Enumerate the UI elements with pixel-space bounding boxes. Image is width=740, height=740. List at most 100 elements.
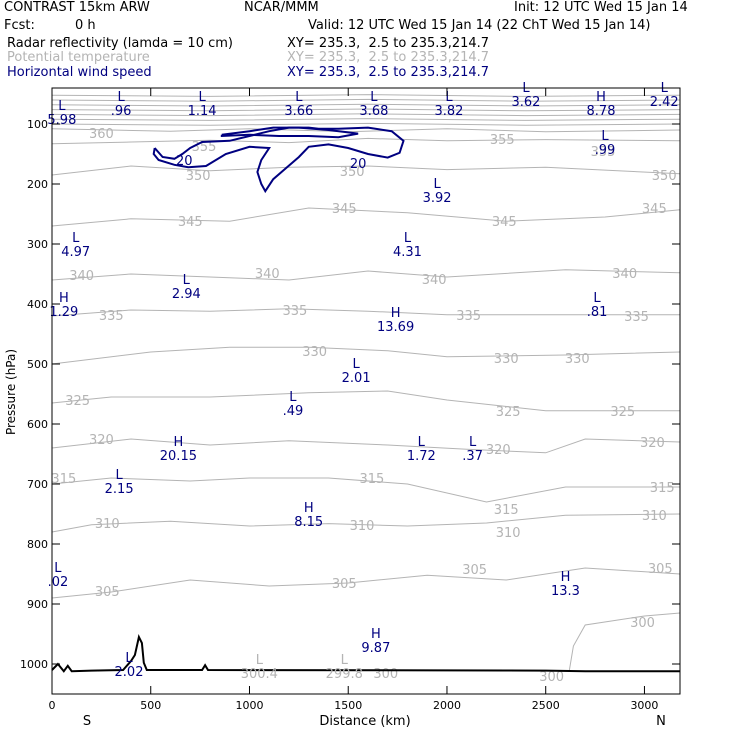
extremum-value: 3.92 (423, 191, 452, 206)
y-tick-label: 500 (27, 358, 48, 371)
model-name: CONTRAST 15km ARW (4, 0, 150, 15)
south-label: S (83, 714, 91, 729)
theta-label: 310 (496, 526, 521, 541)
theta-label: 305 (332, 577, 357, 592)
wind-contour-label: 20 (350, 157, 367, 172)
theta-line (51, 346, 681, 365)
theta-line (51, 513, 681, 533)
theta-line-upper (51, 113, 681, 117)
y-axis-label: Pressure (hPa) (4, 349, 18, 435)
x-tick-label: 2000 (433, 699, 461, 712)
theta-extremum-type: L (341, 653, 349, 668)
y-tick-label: 700 (27, 478, 48, 491)
theta-label: 335 (456, 309, 481, 324)
theta-extremum-value: 299.8 (326, 667, 363, 682)
theta-line (51, 137, 681, 145)
extremum-value: 3.66 (284, 104, 313, 119)
theta-label: 305 (462, 563, 487, 578)
extremum-value: 2.94 (172, 287, 201, 302)
y-tick-label: 200 (27, 178, 48, 191)
x-tick-label: 1000 (235, 699, 263, 712)
extremum-value: 20.15 (160, 449, 197, 464)
extremum-value: 8.78 (587, 104, 616, 119)
extremum-type: L (404, 231, 412, 246)
theta-label: 300 (539, 670, 564, 685)
init-time: Init: 12 UTC Wed 15 Jan 14 (514, 0, 688, 15)
x-tick-label: 0 (49, 699, 56, 712)
extremum-value: .02 (48, 575, 69, 590)
theta-label: 300 (373, 667, 398, 682)
extremum-type: L (593, 291, 601, 306)
theta-label: 345 (492, 215, 517, 230)
extremum-value: 3.82 (434, 104, 463, 119)
extremum-type: H (59, 291, 69, 306)
extremum-type: L (601, 129, 609, 144)
extremum-type: L (418, 435, 426, 450)
extremum-value: .99 (595, 143, 616, 158)
theta-label: 315 (650, 481, 675, 496)
extremum-type: L (433, 177, 441, 192)
theta-label: 345 (178, 215, 203, 230)
theta-label: 340 (612, 267, 637, 282)
extremum-value: 3.68 (359, 104, 388, 119)
theta-line-upper (51, 108, 681, 112)
extremum-type: L (295, 90, 303, 105)
theta-label: 335 (99, 309, 124, 324)
extremum-value: 2.15 (105, 482, 134, 497)
extremum-type: L (445, 90, 453, 105)
extremum-type: L (289, 390, 297, 405)
extremum-type: L (54, 561, 62, 576)
extremum-type: L (183, 273, 191, 288)
extremum-type: L (116, 468, 124, 483)
theta-line (51, 269, 681, 281)
x-axis-label: Distance (km) (319, 714, 410, 729)
theta-label: 350 (186, 169, 211, 184)
field-reflectivity-name: Radar reflectivity (lamda = 10 cm) (7, 36, 233, 51)
extremum-type: H (561, 570, 571, 585)
x-tick-label: 2500 (532, 699, 560, 712)
extremum-type: H (371, 627, 381, 642)
theta-line-upper (51, 122, 681, 126)
theta-extremum-value: 300.4 (241, 667, 278, 682)
extremum-value: 4.31 (393, 245, 422, 260)
theta-label: 305 (648, 562, 673, 577)
extremum-value: .81 (587, 305, 608, 320)
theta-label: 310 (642, 509, 667, 524)
extremum-type: H (304, 501, 314, 516)
theta-label: 320 (89, 433, 114, 448)
theta-label: 340 (69, 269, 94, 284)
extremum-value: 13.69 (377, 320, 414, 335)
theta-label: 345 (332, 202, 357, 217)
plot-frame (51, 87, 681, 695)
theta-label: 340 (255, 267, 280, 282)
axes: 0 500 1000 1500 2000 2500 3000 100 200 300 400 500 6… (20, 88, 680, 712)
theta-label: 360 (89, 127, 114, 142)
extremum-type: L (469, 435, 477, 450)
y-tick-label: 1000 (20, 658, 48, 671)
theta-line (51, 390, 680, 412)
extremum-value: 1.29 (49, 305, 78, 320)
terrain-line (51, 634, 680, 673)
theta-line (51, 207, 681, 227)
extremum-type: H (596, 90, 606, 105)
theta-label: 315 (51, 472, 76, 487)
theta-label: 335 (282, 304, 307, 319)
theta-line-upper (51, 94, 681, 97)
theta-label: 330 (302, 345, 327, 360)
theta-line (51, 128, 681, 133)
valid-time: Valid: 12 UTC Wed 15 Jan 14 (22 ChT Wed … (308, 18, 651, 33)
theta-line-upper (51, 118, 681, 121)
theta-line-upper (51, 98, 681, 102)
extremum-type: L (117, 90, 125, 105)
extremum-value: 2.42 (650, 95, 679, 110)
extremum-type: L (72, 231, 80, 246)
theta-line (51, 477, 680, 503)
y-tick-label: 100 (27, 118, 48, 131)
theta-label: 320 (486, 443, 511, 458)
y-tick-label: 300 (27, 238, 48, 251)
theta-label: 355 (591, 145, 616, 160)
extremum-value: 9.87 (361, 641, 390, 656)
y-tick-label: 800 (27, 538, 48, 551)
